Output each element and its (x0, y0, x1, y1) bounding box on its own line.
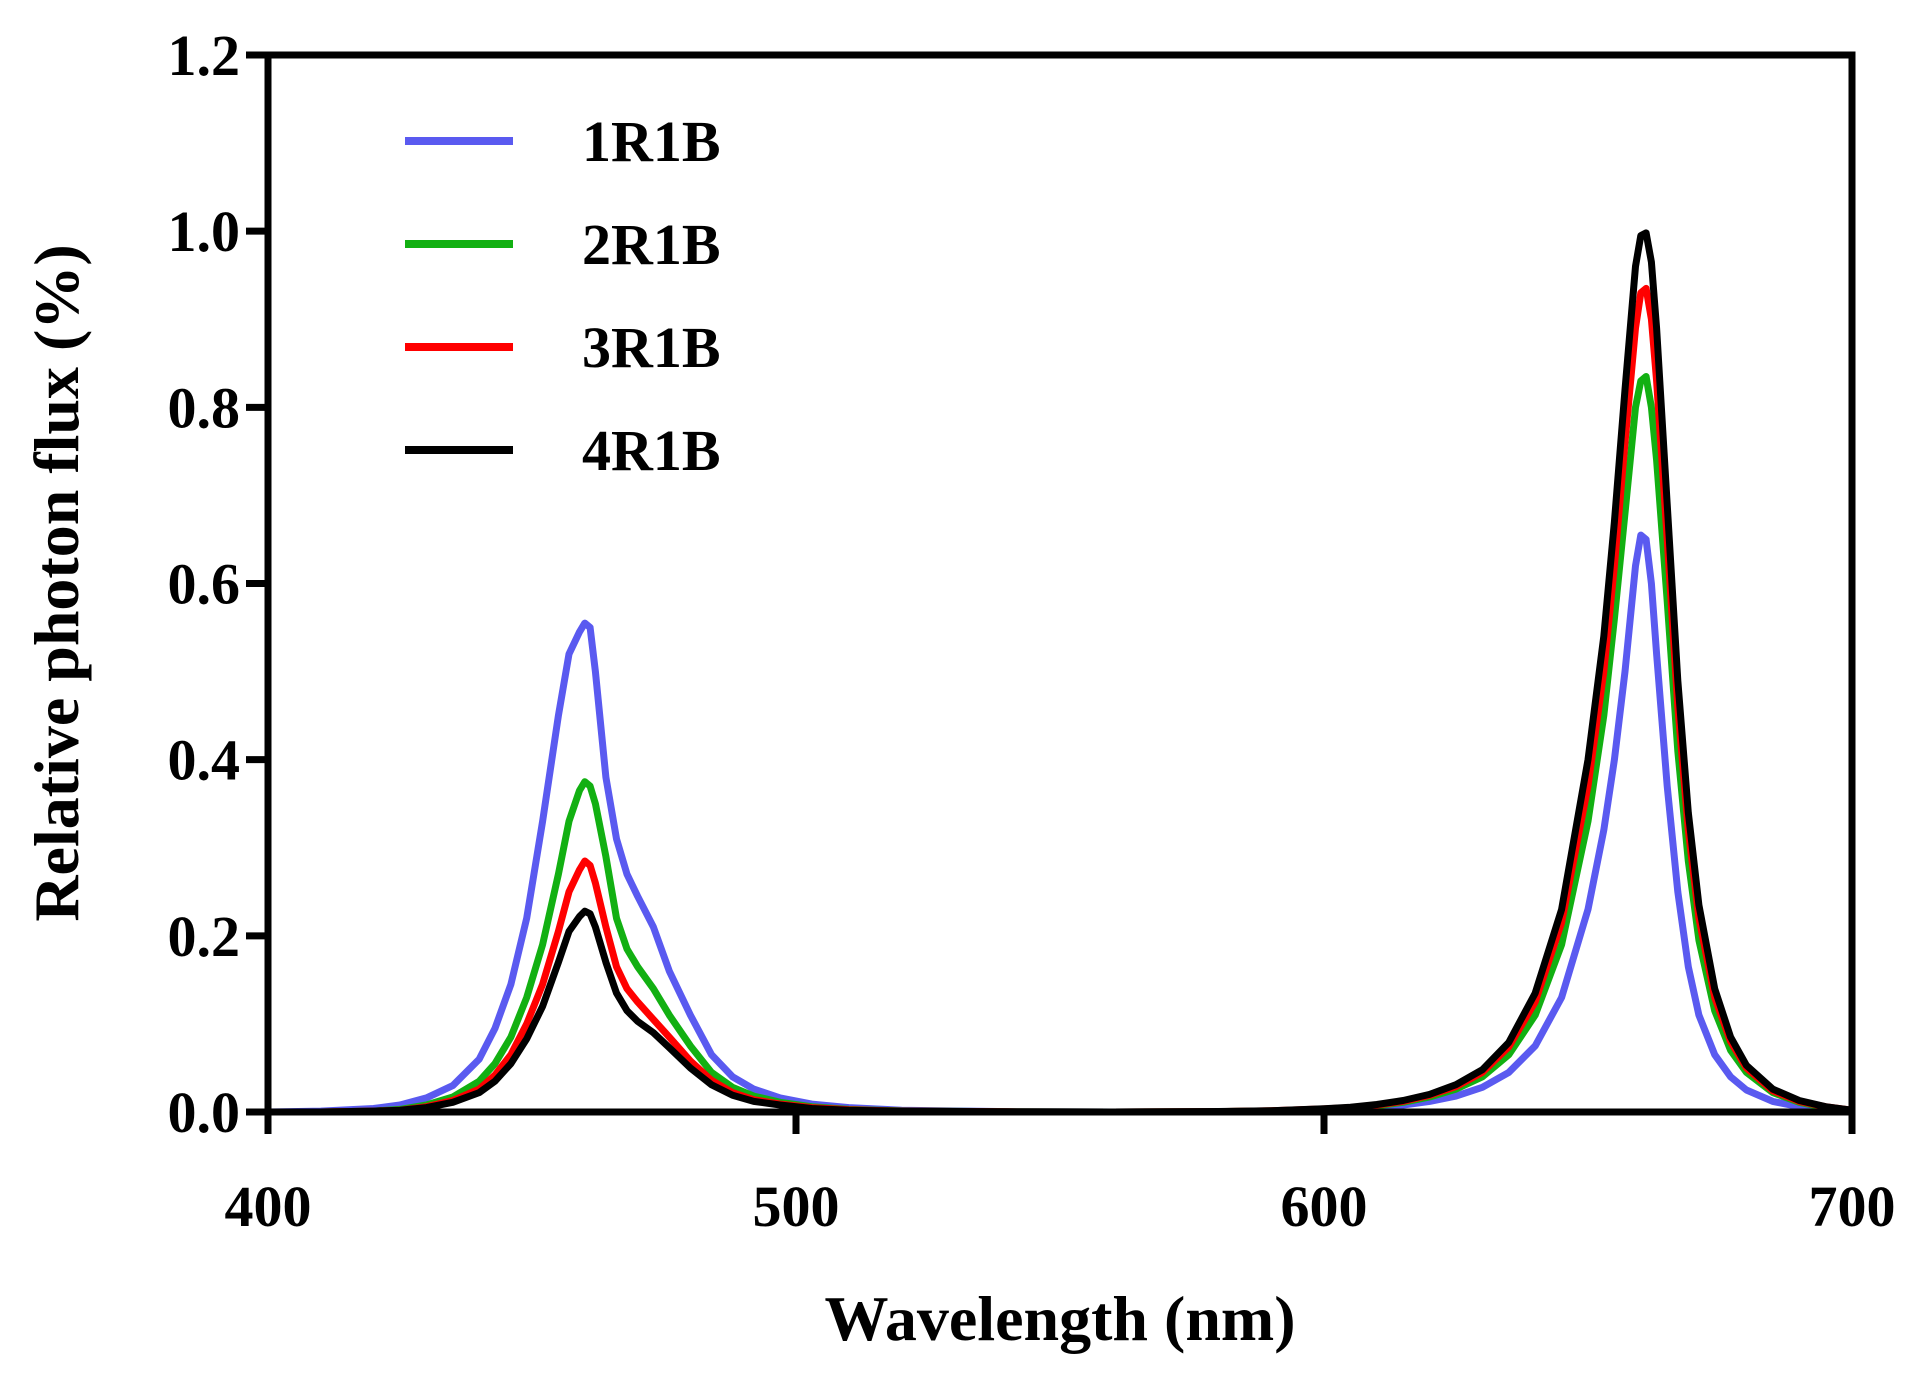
y-tick-label: 1.2 (168, 23, 241, 88)
legend-label-3R1B: 3R1B (582, 315, 721, 380)
legend: 1R1B 2R1B 3R1B 4R1B (405, 109, 721, 483)
y-tick-label: 0.8 (168, 375, 241, 440)
y-tick-label: 0.4 (168, 728, 241, 793)
x-tick-label: 600 (1281, 1174, 1368, 1239)
y-tick-label: 1.0 (168, 199, 241, 264)
y-tick-label: 0.2 (168, 904, 241, 969)
x-tick-label: 700 (1809, 1174, 1896, 1239)
legend-label-4R1B: 4R1B (582, 418, 721, 483)
x-tick-label: 400 (225, 1174, 312, 1239)
x-tick-label: 500 (753, 1174, 840, 1239)
x-axis-title: Wavelength (nm) (824, 1283, 1295, 1354)
legend-label-1R1B: 1R1B (582, 109, 721, 174)
y-axis-title: Relative photon flux (%) (21, 244, 92, 921)
legend-label-2R1B: 2R1B (582, 212, 721, 277)
y-tick-label: 0.0 (168, 1080, 241, 1145)
ticks-layer: 400 500 600 700 0.0 0.2 0.4 0.6 0.8 1.0 1.2 (168, 23, 1896, 1239)
y-tick-label: 0.6 (168, 552, 241, 617)
